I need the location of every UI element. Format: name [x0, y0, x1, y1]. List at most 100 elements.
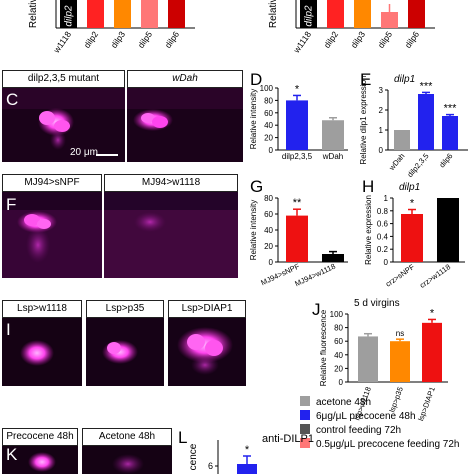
D-category-label: wDah — [322, 152, 343, 161]
H-bar — [401, 214, 423, 262]
panel-letter-k: K — [6, 445, 18, 464]
E-tick-label: 1 — [379, 126, 384, 135]
H-tick-label: 0.8 — [377, 207, 389, 216]
label-f-left: MJ94>sNPF — [2, 174, 102, 192]
top_left-in-bar-label: dilp2 — [64, 5, 75, 27]
L-ylabel: cence — [188, 443, 199, 470]
top_right-category-label: dilp5 — [376, 29, 395, 50]
H-tick-label: 0 — [384, 258, 389, 267]
top_left-category-label: dilp5 — [136, 29, 155, 50]
top_right-bar — [408, 0, 425, 28]
D-tick-label: 40 — [264, 121, 273, 130]
legend-swatch — [300, 424, 310, 434]
H-title: dilp1 — [399, 182, 420, 193]
panel-letter-e: E — [360, 70, 372, 89]
E-bar — [442, 116, 458, 150]
D-category-label: dilp2,3,5 — [282, 152, 313, 161]
D-ylabel: Relative intensity — [249, 89, 258, 149]
top_right-category-label: w1118 — [291, 29, 314, 55]
J-category-label: lsp>DIAP1 — [416, 386, 437, 423]
H-category-label: crz>sNPF — [384, 262, 417, 289]
E-category-label: wDah — [387, 152, 407, 173]
H-sig-label: * — [410, 198, 415, 210]
H-category-label: crz>w1118 — [418, 262, 452, 290]
legend-label: 6μg/μL precocene 48h — [316, 411, 416, 422]
legend-label: 0.5μg/μL precocene feeding 72h — [316, 439, 459, 450]
top_left-bar — [114, 0, 131, 28]
G-tick-label: 40 — [264, 226, 273, 235]
H-tick-label: 0.4 — [377, 232, 389, 241]
J-bar — [422, 322, 442, 382]
top_right-bar — [381, 12, 398, 28]
label-f-right: MJ94>w1118 — [104, 174, 238, 192]
label-i-left: Lsp>w1118 — [2, 300, 82, 318]
G-category-label: MJ94>w1118 — [293, 262, 336, 289]
panel-letter-h: H — [362, 177, 375, 196]
H-tick-label: 1 — [384, 194, 389, 203]
D-tick-label: 20 — [264, 134, 273, 143]
H-ylabel: Relative expression — [364, 195, 373, 265]
J-tick-label: 80 — [334, 324, 343, 333]
legend-label: acetone 48h — [316, 397, 371, 408]
D-tick-label: 60 — [264, 109, 273, 118]
J-tick-label: 20 — [334, 364, 343, 373]
panel-letter-g: G — [250, 177, 264, 196]
D-sig-label: * — [295, 83, 300, 95]
panel-letter-d: D — [250, 70, 263, 89]
top_right-bar — [327, 0, 344, 28]
E-tick-label: 2 — [379, 106, 384, 115]
E-tick-label: 0 — [379, 146, 384, 155]
E-bar — [394, 130, 410, 150]
J-category-label: lsp>p35 — [387, 386, 405, 414]
G-bar — [322, 254, 344, 262]
panel-l-title: anti-DILP1 — [262, 433, 314, 445]
E-bar — [418, 94, 434, 150]
J-title: 5 d virgins — [354, 298, 400, 309]
J-bar — [358, 336, 378, 382]
H-bar — [437, 198, 459, 262]
J-tick-label: 100 — [330, 310, 344, 319]
G-bar — [286, 215, 308, 262]
label-k-left: Precocene 48h — [2, 428, 78, 446]
legend-swatch — [300, 396, 310, 406]
top_right-ylabel: Relative — [268, 0, 279, 28]
L-tick-label: 6 — [208, 461, 213, 471]
label-c-right: wDah — [127, 70, 243, 88]
legend-swatch — [300, 438, 310, 448]
top_right-category-label: dilp3 — [349, 29, 368, 50]
panel-letter-j: J — [312, 300, 321, 319]
D-bar — [286, 100, 308, 150]
J-tick-label: 60 — [334, 337, 343, 346]
label-i-right: Lsp>DIAP1 — [168, 300, 246, 318]
E-title: dilp1 — [394, 74, 415, 85]
top_right-bar — [300, 0, 317, 28]
G-sig-label: ** — [293, 197, 302, 209]
top_left-category-label: dilp2 — [82, 29, 101, 50]
legend-swatch — [300, 410, 310, 420]
panel-letter-i: I — [6, 320, 11, 339]
panel-letter-c: C — [6, 90, 19, 109]
top_left-category-label: w1118 — [51, 29, 74, 55]
top_right-category-label: dilp2 — [322, 29, 341, 50]
scale-bar-label: 20 μm — [70, 147, 98, 158]
top_left-category-label: dilp6 — [163, 29, 182, 50]
label-i-mid: Lsp>p35 — [86, 300, 164, 318]
E-category-label: dilp6 — [437, 152, 454, 170]
E-tick-label: 3 — [379, 86, 384, 95]
E-sig-label: *** — [420, 80, 434, 92]
E-category-label: dilp2,3,5 — [405, 152, 430, 180]
top_right-in-bar-label: dilp2 — [304, 5, 315, 27]
top_left-bar — [87, 0, 104, 28]
D-tick-label: 100 — [260, 84, 274, 93]
G-tick-label: 0 — [269, 258, 274, 267]
top_right-sig-label: * — [387, 0, 392, 6]
panel-letter-l: L — [178, 428, 188, 447]
G-tick-label: 60 — [264, 210, 273, 219]
J-tick-label: 40 — [334, 351, 343, 360]
L-sig-label: * — [245, 444, 250, 456]
top_left-ylabel: Relative — [28, 0, 39, 28]
J-sig-label: * — [430, 307, 435, 319]
D-tick-label: 0 — [269, 146, 274, 155]
top_right-bar — [354, 0, 371, 28]
